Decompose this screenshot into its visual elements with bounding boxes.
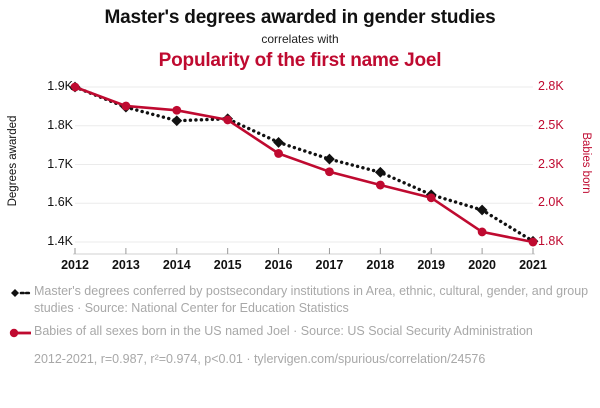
x-tick-label: 2014 — [162, 258, 191, 272]
x-tick-label: 2016 — [264, 258, 293, 272]
right-tick-label: 2.0K — [538, 195, 564, 210]
left-tick-label: 1.9K — [47, 79, 73, 93]
x-tick-label: 2012 — [61, 258, 89, 272]
left-tick-label: 1.7K — [47, 156, 73, 171]
page-title: Master's degrees awarded in gender studi… — [104, 7, 496, 28]
chart-footer: Master's degrees conferred by postsecond… — [0, 283, 600, 367]
x-tick-label: 2020 — [468, 258, 497, 272]
x-tick-label: 2021 — [519, 258, 547, 272]
left-tick-label: 1.4K — [47, 234, 73, 248]
right-tick-label: 2.5K — [538, 117, 564, 132]
correlation-stats-note: 2012-2021, r=0.987, r²=0.974, p<0.01 · t… — [34, 352, 486, 366]
page-subtitle: Popularity of the first name Joel — [158, 50, 442, 71]
left-tick-label: 1.6K — [47, 195, 73, 210]
legend-item-degrees: Master's degrees conferred by postsecond… — [4, 283, 594, 316]
plot-svg — [69, 81, 539, 255]
right-tick-label: 2.3K — [538, 156, 564, 171]
x-tick-label: 2017 — [315, 258, 344, 272]
right-tick-label: 1.8K — [538, 234, 564, 248]
legend-label-babies: Babies of all sexes born in the US named… — [34, 324, 533, 338]
x-tick-label: 2015 — [213, 258, 242, 272]
black-diamond-dotted-line-icon — [4, 283, 34, 304]
red-circle-solid-line-icon — [4, 323, 34, 344]
x-tick-label: 2013 — [111, 258, 140, 272]
left-tick-label: 1.8K — [47, 117, 73, 132]
x-tick-label: 2019 — [417, 258, 446, 272]
chart-title-block: Master's degrees awarded in gender studi… — [0, 0, 600, 73]
correlates-with-label: correlates with — [261, 32, 339, 46]
legend-item-babies: Babies of all sexes born in the US named… — [4, 323, 594, 344]
legend-label-degrees: Master's degrees conferred by postsecond… — [34, 284, 589, 315]
right-tick-label: 2.8K — [538, 79, 564, 93]
x-tick-label: 2018 — [366, 258, 395, 272]
chart-area: Degrees awarded Babies born 1.9K 1.8K 1.7K… — [0, 77, 600, 277]
